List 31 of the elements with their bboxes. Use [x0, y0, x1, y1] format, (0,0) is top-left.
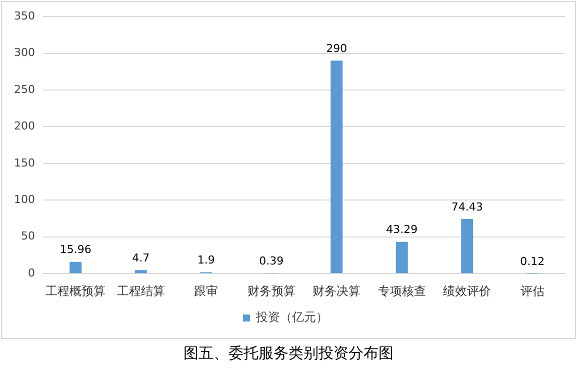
data-label: 4.7: [132, 252, 150, 265]
y-tick-label: 250: [14, 82, 35, 96]
data-label: 1.9: [197, 254, 215, 267]
bar: [396, 242, 408, 274]
data-label: 0.12: [520, 254, 545, 268]
text: 图五、委托服务类别投资分布图: [182, 344, 394, 363]
x-tick-label: 绩效评价: [443, 284, 492, 298]
data-label: 15.96: [60, 243, 92, 256]
y-tick-label: 350: [14, 9, 35, 22]
bar: [134, 270, 147, 274]
bar: [330, 60, 343, 274]
x-tick-label: 专项核查: [378, 284, 426, 298]
x-tick-label: 财务决算: [312, 284, 361, 298]
y-tick-label: 300: [14, 46, 35, 60]
data-label: 43.29: [386, 223, 418, 236]
y-tick-label: 0: [28, 266, 35, 280]
data-label: 74.43: [451, 200, 483, 214]
data-label: 0.39: [259, 254, 284, 268]
x-tick-label: 评估: [520, 284, 544, 298]
legend-label: 投资（亿元）: [255, 310, 328, 324]
x-tick-label: 工程结算: [116, 284, 165, 298]
y-tick-label: 50: [20, 230, 35, 243]
x-tick-label: 财务预算: [247, 284, 296, 298]
y-tick-label: 100: [14, 193, 35, 206]
y-tick-label: 200: [14, 120, 35, 133]
data-label: 290: [326, 42, 348, 56]
bar: [70, 262, 82, 274]
x-tick-label: 跟审: [194, 284, 218, 298]
x-tick-label: 工程概预算: [46, 284, 106, 298]
bar: [461, 218, 474, 274]
y-tick-label: 150: [14, 156, 35, 170]
